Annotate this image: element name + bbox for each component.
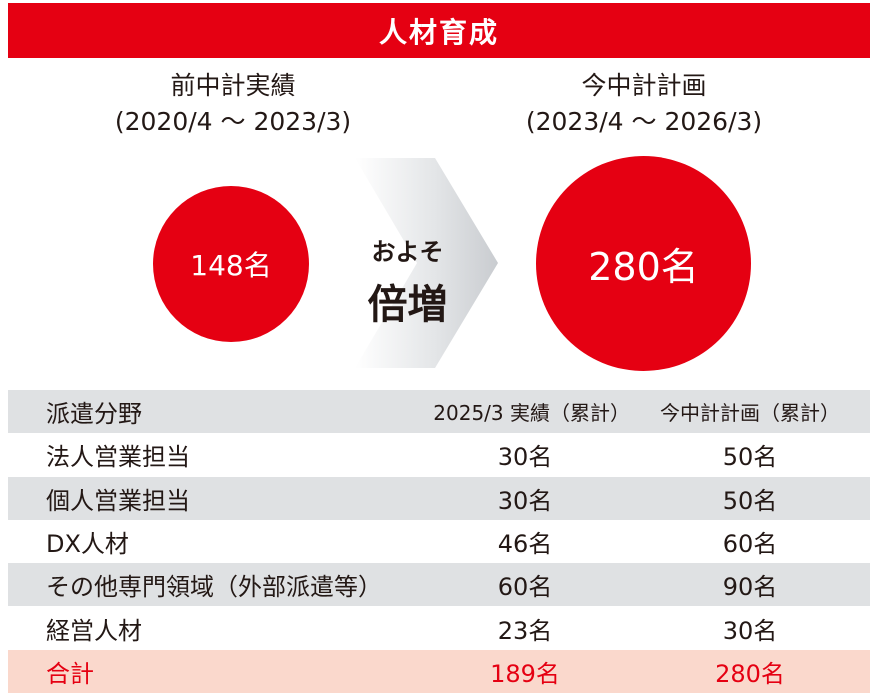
row-actual: 46名	[497, 530, 553, 559]
total-plan: 280名	[715, 659, 785, 688]
current-plan-period: (2023/4 ～ 2026/3)	[525, 107, 763, 136]
previous-plan-period: (2020/4 ～ 2023/3)	[114, 107, 352, 136]
table-row: DX人材 46名 60名	[8, 519, 870, 564]
section-header: 人材育成	[8, 3, 870, 58]
row-plan: 50名	[722, 443, 778, 472]
total-label: 合計	[46, 659, 94, 688]
previous-plan-label: 前中計実績	[170, 71, 296, 100]
previous-count-value: 148名	[190, 249, 272, 282]
table-header-actual: 2025/3 実績（累計）	[433, 401, 630, 426]
row-field: 法人営業担当	[46, 443, 190, 472]
section-title: 人材育成	[378, 15, 499, 49]
dispatch-table: 派遣分野 2025/3 実績（累計） 今中計計画（累計） 法人営業担当 30名 …	[8, 390, 870, 694]
current-count-circle: 280名	[536, 156, 751, 371]
growth-arrow-icon	[355, 158, 498, 368]
total-actual: 189名	[490, 659, 560, 688]
row-actual: 30名	[497, 443, 553, 472]
arrow-main-text: 倍増	[367, 282, 448, 328]
previous-plan-heading: 前中計実績 (2020/4 ～ 2023/3)	[83, 68, 383, 140]
previous-count-circle: 148名	[153, 186, 309, 342]
current-count-value: 280名	[588, 245, 699, 289]
table-row: その他専門領域（外部派遣等） 60名 90名	[8, 563, 870, 607]
row-plan: 30名	[722, 616, 778, 645]
row-actual: 30名	[497, 486, 553, 515]
table-row: 個人営業担当 30名 50名	[8, 476, 870, 520]
table-row: 法人営業担当 30名 50名	[8, 433, 870, 477]
table-row: 経営人材 23名 30名	[8, 606, 870, 650]
row-field: その他専門領域（外部派遣等）	[46, 573, 382, 602]
table-header-plan: 今中計計画（累計）	[660, 401, 840, 426]
row-actual: 60名	[497, 573, 553, 602]
table-total-row: 合計 189名 280名	[8, 649, 870, 694]
current-plan-label: 今中計計画	[581, 71, 707, 100]
row-field: DX人材	[46, 530, 129, 559]
row-field: 個人営業担当	[46, 486, 190, 515]
table-header-field: 派遣分野	[46, 400, 142, 429]
arrow-sub-text: およそ	[371, 238, 444, 266]
row-plan: 50名	[722, 486, 778, 515]
row-plan: 90名	[722, 573, 778, 602]
current-plan-heading: 今中計計画 (2023/4 ～ 2026/3)	[494, 68, 794, 140]
row-plan: 60名	[722, 530, 778, 559]
table-header-row: 派遣分野 2025/3 実績（累計） 今中計計画（累計）	[8, 390, 870, 434]
row-actual: 23名	[497, 616, 553, 645]
row-field: 経営人材	[46, 616, 142, 645]
